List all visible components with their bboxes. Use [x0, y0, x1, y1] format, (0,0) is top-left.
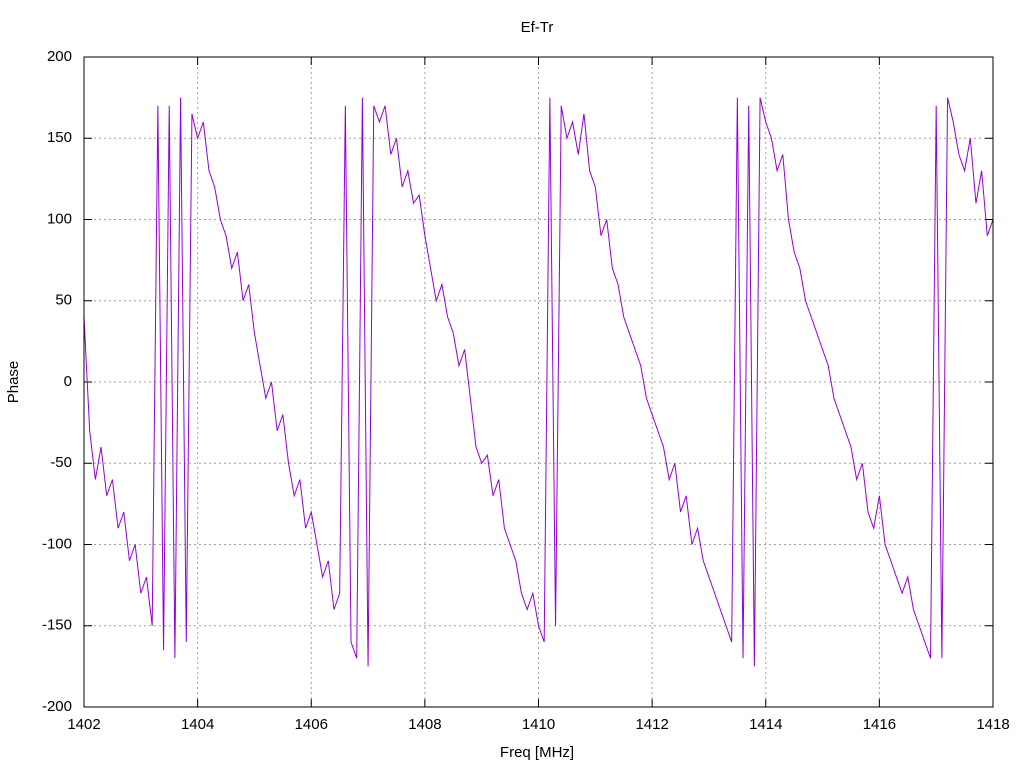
y-tick-label: 50: [55, 292, 72, 309]
chart-title: Ef-Tr: [521, 19, 554, 36]
y-tick-label: 0: [64, 373, 72, 390]
x-axis-label: Freq [MHz]: [500, 744, 574, 761]
y-tick-label: 150: [47, 129, 72, 146]
y-tick-label: -150: [42, 617, 72, 634]
x-tick-label: 1412: [635, 716, 668, 733]
y-axis-label: Phase: [5, 361, 22, 404]
x-tick-label: 1416: [863, 716, 896, 733]
data-line: [83, 97, 994, 667]
y-tick-label: -200: [42, 698, 72, 715]
x-tick-label: 1406: [295, 716, 328, 733]
y-tick-label: -50: [50, 454, 72, 471]
x-tick-label: 1414: [749, 716, 782, 733]
y-tick-label: -100: [42, 535, 72, 552]
y-tick-label: 100: [47, 210, 72, 227]
x-tick-label: 1404: [181, 716, 214, 733]
x-tick-label: 1408: [408, 716, 441, 733]
x-tick-label: 1402: [67, 716, 100, 733]
x-tick-label: 1410: [522, 716, 555, 733]
plot-border: [83, 56, 994, 708]
y-tick-label: 200: [47, 48, 72, 65]
x-tick-label: 1418: [976, 716, 1009, 733]
